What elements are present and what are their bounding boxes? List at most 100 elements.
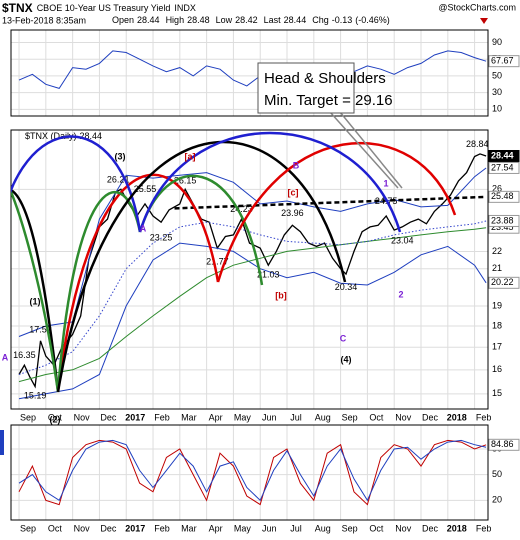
peak-label: 28.84 bbox=[466, 139, 489, 149]
legend: $TNX (Daily) 28.44 bbox=[25, 131, 102, 141]
series-line bbox=[18, 50, 487, 89]
x-tick-label: Nov bbox=[395, 412, 412, 422]
marker bbox=[0, 430, 4, 455]
value-flag bbox=[488, 149, 520, 162]
callout-text: Min. Target = 29.16 bbox=[264, 92, 393, 109]
peak-label: 17.52 bbox=[29, 324, 52, 334]
series-line bbox=[18, 439, 487, 506]
x-tick-label: Dec bbox=[100, 412, 117, 422]
callout-box bbox=[257, 62, 355, 114]
x-tick-label: 2018 bbox=[447, 523, 467, 533]
value-flag-label: 23.45 bbox=[491, 222, 514, 232]
wave-label: (4) bbox=[341, 354, 352, 364]
wave-label: (1) bbox=[30, 296, 41, 306]
x-tick-label: Oct bbox=[48, 523, 63, 533]
x-tick-label: Mar bbox=[181, 523, 197, 533]
peak-label: 26.21 bbox=[107, 175, 130, 185]
quote-label: Low bbox=[216, 15, 233, 25]
peak-label: 21.77 bbox=[206, 257, 229, 267]
series-line bbox=[18, 227, 487, 383]
peak-label: 23.96 bbox=[281, 208, 304, 218]
date: 13-Feb-2018 8:35am bbox=[2, 15, 86, 25]
y-tick-label: 16 bbox=[492, 364, 502, 374]
value-flag-label: 84.86 bbox=[491, 439, 514, 449]
value-flag bbox=[488, 55, 520, 68]
x-tick-label: Aug bbox=[315, 523, 331, 533]
wave-label: A bbox=[140, 223, 147, 233]
series-line bbox=[18, 439, 487, 502]
x-tick-label: Feb bbox=[154, 412, 170, 422]
x-tick-label: Aug bbox=[315, 412, 331, 422]
peak-label: 20.34 bbox=[335, 282, 358, 292]
value-flag bbox=[488, 276, 520, 289]
y-tick-label: 50 bbox=[492, 70, 502, 80]
y-tick-label: 19 bbox=[492, 300, 502, 310]
quote-label: Chg bbox=[312, 15, 329, 25]
x-tick-label: Jul bbox=[290, 523, 302, 533]
x-tick-label: Sep bbox=[342, 523, 358, 533]
x-tick-label: 2017 bbox=[125, 523, 145, 533]
x-tick-label: Jun bbox=[262, 412, 277, 422]
x-tick-label: Apr bbox=[209, 412, 223, 422]
x-tick-label: Nov bbox=[395, 523, 412, 533]
y-tick-label: 17 bbox=[492, 342, 502, 352]
y-tick-label: 15 bbox=[492, 388, 502, 398]
callout-pointer bbox=[339, 111, 403, 189]
cycle-arc bbox=[216, 141, 457, 283]
quote-value: 28.42 bbox=[235, 15, 258, 25]
panel-border bbox=[10, 129, 489, 410]
wave-labels: (3) [a] B [c] 1 A (1) [b] C (4) 2 (2) A bbox=[2, 151, 404, 424]
cycle-arc bbox=[56, 173, 220, 393]
x-tick-label: May bbox=[234, 412, 252, 422]
x-tick-label: 2018 bbox=[447, 412, 467, 422]
x-tick-label: Sep bbox=[20, 412, 36, 422]
x-tick-label: Jul bbox=[290, 412, 302, 422]
value-flag bbox=[488, 438, 520, 451]
quote: Open 28.44 High 28.48 Low 28.42 Last 28.44 Chg -0… bbox=[112, 15, 390, 25]
exchange: INDX bbox=[174, 3, 196, 13]
x-tick-label: Nov bbox=[74, 412, 91, 422]
peak-label: 16.35 bbox=[13, 350, 36, 360]
quote-change-pct: (-0.46%) bbox=[355, 15, 390, 25]
wave-label: (2) bbox=[50, 414, 61, 424]
callout-pointer bbox=[329, 111, 399, 189]
cycle-arc bbox=[11, 135, 142, 233]
x-tick-label: Feb bbox=[476, 412, 492, 422]
peak-label: 23.25 bbox=[150, 232, 173, 242]
cycle-arc bbox=[56, 191, 142, 393]
y-tick-label: 22 bbox=[492, 246, 502, 256]
cycle-arc bbox=[138, 131, 402, 233]
peak-label: 15.19 bbox=[24, 391, 47, 401]
cycle-arc bbox=[11, 188, 60, 393]
y-tick-label: 90 bbox=[492, 37, 502, 47]
wave-label: (3) bbox=[115, 151, 126, 161]
quote-label: Last bbox=[264, 15, 282, 25]
series-line bbox=[18, 167, 487, 337]
y-tick-label: 10 bbox=[492, 104, 502, 114]
security-name: CBOE 10-Year US Treasury Yield bbox=[37, 3, 171, 13]
panel-border bbox=[10, 29, 489, 117]
value-flag-label: 27.54 bbox=[491, 162, 514, 172]
credit: @StockCharts.com bbox=[438, 2, 516, 12]
peak-label: 21.03 bbox=[257, 270, 280, 280]
legend-value: 28.44 bbox=[80, 131, 103, 141]
x-tick-label: Apr bbox=[209, 523, 223, 533]
wave-label: [c] bbox=[288, 187, 299, 197]
x-tick-label: Dec bbox=[422, 412, 439, 422]
down-arrow bbox=[480, 18, 488, 24]
x-tick-label: Mar bbox=[181, 412, 197, 422]
value-flag-label: 20.22 bbox=[491, 277, 514, 287]
value-flag-label: 23.88 bbox=[491, 215, 514, 225]
callout: Head & Shoulders Min. Target = 29.16 bbox=[257, 62, 403, 189]
x-tick-label: Jun bbox=[262, 523, 277, 533]
cycle-arc bbox=[56, 140, 347, 393]
y-tick-label: 30 bbox=[492, 87, 502, 97]
series-line bbox=[174, 195, 487, 210]
x-tick-label: Feb bbox=[154, 523, 170, 533]
quote-label: Open bbox=[112, 15, 134, 25]
quote-value: -0.13 bbox=[332, 15, 353, 25]
panel-border bbox=[10, 424, 489, 521]
wave-label: B bbox=[293, 160, 300, 170]
